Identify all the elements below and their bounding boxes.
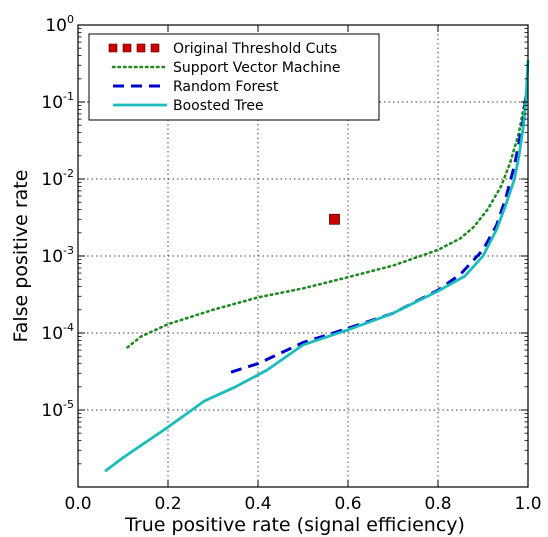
legend-label-boosted-tree: Boosted Tree xyxy=(173,98,264,114)
legend-swatch-original-threshold-cuts xyxy=(122,43,132,53)
x-tick-label: 0.2 xyxy=(154,494,181,514)
random-forest-line xyxy=(230,95,528,374)
boosted-tree-line xyxy=(104,60,530,473)
y-axis-label: False positive rate xyxy=(10,170,32,343)
legend-swatch-original-threshold-cuts xyxy=(108,43,118,53)
y-tick-label: 10-2 xyxy=(41,167,74,190)
y-tick-label: 100 xyxy=(45,13,74,36)
axis-ticks: 0.0 0.2 0.4 0.6 0.8 1.0 10-5 10-4 10-3 10-2 10-1 10… xyxy=(41,13,541,514)
y-tick-label: 10-5 xyxy=(41,398,74,421)
y-tick-label: 10-4 xyxy=(41,321,74,344)
x-tick-label: 0.6 xyxy=(334,494,361,514)
legend-swatch-original-threshold-cuts xyxy=(150,43,160,53)
x-tick-label: 0.4 xyxy=(244,494,271,514)
data-series xyxy=(104,60,530,473)
original-threshold-cuts-point xyxy=(329,213,340,225)
x-tick-label: 1.0 xyxy=(514,494,541,514)
legend-swatch-original-threshold-cuts xyxy=(136,43,146,53)
legend-label-original-threshold-cuts: Original Threshold Cuts xyxy=(173,41,337,57)
x-tick-label: 0.0 xyxy=(64,494,91,514)
x-axis-label: True positive rate (signal efficiency) xyxy=(124,514,465,536)
legend-label-random-forest: Random Forest xyxy=(173,79,279,95)
legend-label-support-vector-machine: Support Vector Machine xyxy=(173,60,340,76)
x-tick-label: 0.8 xyxy=(424,494,451,514)
legend: Original Threshold Cuts Support Vector Ma… xyxy=(88,33,380,121)
y-tick-label: 10-3 xyxy=(41,244,74,267)
y-tick-label: 10-1 xyxy=(41,90,74,113)
support-vector-machine-line xyxy=(126,94,528,349)
